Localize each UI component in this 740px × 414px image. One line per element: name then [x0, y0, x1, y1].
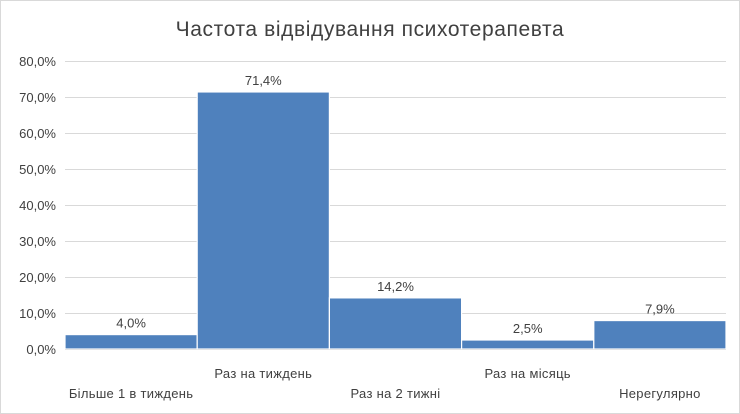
y-tick-label: 0,0% [26, 342, 56, 357]
x-axis-category-labels: Більше 1 в тиждень Раз на тиждень Раз на 2… [69, 366, 701, 401]
bar [593, 319, 727, 350]
bar [64, 334, 198, 350]
bar [461, 339, 595, 350]
bars [64, 91, 727, 350]
y-tick-label: 20,0% [19, 270, 56, 285]
data-label: 2,5% [513, 321, 543, 336]
y-tick-label: 70,0% [19, 90, 56, 105]
bar [328, 297, 463, 350]
x-tick-label: Раз на тиждень [214, 366, 312, 381]
x-tick-label: Нерегулярно [619, 386, 701, 401]
x-tick-label: Раз на місяць [484, 366, 570, 381]
chart-title: Частота відвідування психотерапевта [176, 18, 565, 41]
x-tick-label: Більше 1 в тиждень [69, 386, 194, 401]
data-label: 7,9% [645, 302, 675, 317]
y-axis-tick-labels: 0,0% 10,0% 20,0% 30,0% 40,0% 50,0% 60,0% 70,0% 8… [19, 54, 56, 357]
x-tick-label: Раз на 2 тижні [351, 386, 441, 401]
y-tick-label: 10,0% [19, 306, 56, 321]
y-tick-label: 40,0% [19, 198, 56, 213]
y-tick-label: 60,0% [19, 126, 56, 141]
y-tick-label: 50,0% [19, 162, 56, 177]
bar [196, 91, 330, 350]
data-label: 71,4% [245, 73, 282, 88]
data-label: 4,0% [116, 316, 146, 331]
data-label: 14,2% [377, 279, 414, 294]
gridlines [65, 61, 726, 350]
y-tick-label: 80,0% [19, 54, 56, 69]
data-labels: 4,0% 71,4% 14,2% 2,5% 7,9% [116, 73, 675, 336]
y-tick-label: 30,0% [19, 234, 56, 249]
